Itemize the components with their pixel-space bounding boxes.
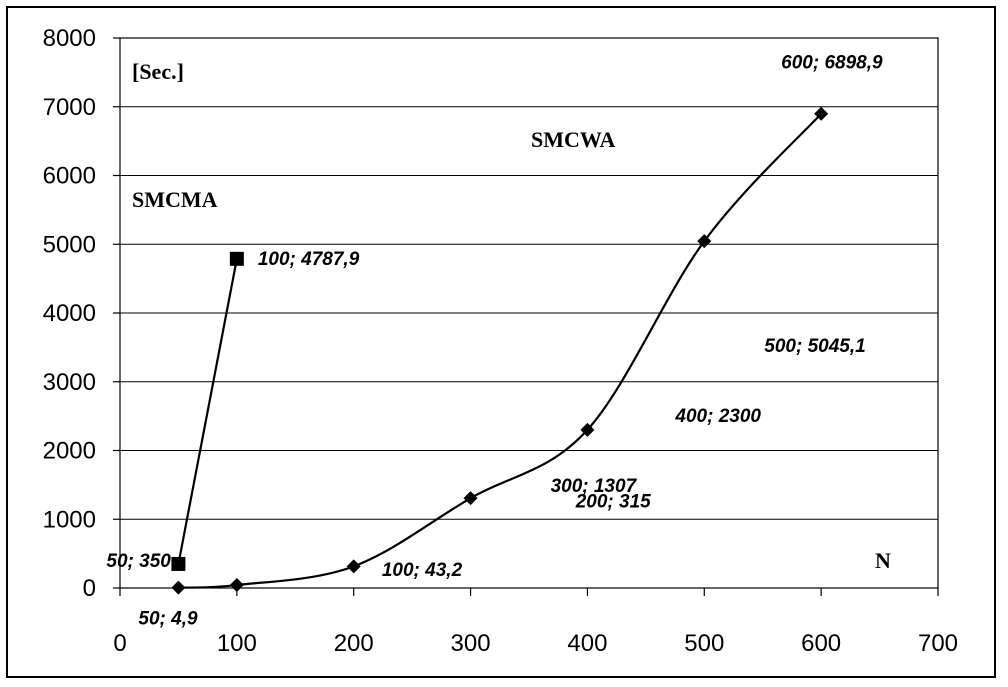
square-marker xyxy=(229,251,244,266)
data-label: 200; 315 xyxy=(575,491,651,512)
data-label: 100; 43,2 xyxy=(382,560,463,581)
y-tick-labels: 0 1000 2000 3000 4000 5000 6000 7000 8000 xyxy=(43,25,96,602)
y-tick-label: 3000 xyxy=(43,369,96,396)
diamond-marker xyxy=(229,578,244,593)
x-tick-label: 200 xyxy=(334,630,374,657)
series-lines xyxy=(177,112,822,589)
diamond-marker xyxy=(580,422,595,437)
data-label: 50; 4,9 xyxy=(138,609,198,630)
data-label: 400; 2300 xyxy=(674,406,761,427)
x-tick-labels: 0 100 200 300 400 500 600 700 xyxy=(113,630,958,657)
diamond-marker xyxy=(814,106,829,121)
x-tick-label: 600 xyxy=(801,630,841,657)
data-labels: 50; 350 100; 4787,9 50; 4,9 100; 43,2 200; 3… xyxy=(106,53,883,630)
diamond-marker xyxy=(463,491,478,506)
series-name-smcma: SMCMA xyxy=(132,187,218,212)
y-tick-label: 5000 xyxy=(43,231,96,258)
x-tick-label: 300 xyxy=(451,630,491,657)
data-label: 500; 5045,1 xyxy=(764,336,865,357)
data-label: 50; 350 xyxy=(106,551,171,572)
diamond-marker xyxy=(697,234,712,249)
diamond-marker xyxy=(346,559,361,574)
x-tick-label: 700 xyxy=(918,630,958,657)
x-axis-label: N xyxy=(875,548,891,573)
y-tick-label: 8000 xyxy=(43,25,96,52)
x-tick-label: 500 xyxy=(684,630,724,657)
x-tick-label: 0 xyxy=(113,630,126,657)
x-tick-label: 100 xyxy=(217,630,257,657)
chart-frame xyxy=(6,6,996,678)
data-label: 600; 6898,9 xyxy=(781,53,883,74)
y-axis-label: [Sec.] xyxy=(132,59,184,84)
data-label: 300; 1307 xyxy=(551,476,638,497)
y-tick-label: 0 xyxy=(83,575,96,602)
diamond-marker xyxy=(171,580,186,595)
x-tick-label: 400 xyxy=(567,630,607,657)
series-line-smcma xyxy=(177,258,238,565)
y-tick-label: 7000 xyxy=(43,94,96,121)
y-tick-label: 4000 xyxy=(43,300,96,327)
data-label: 100; 4787,9 xyxy=(258,249,360,270)
series-name-smcwa: SMCWA xyxy=(531,127,615,152)
series-line-smcwa xyxy=(178,112,822,589)
square-marker xyxy=(171,556,186,571)
y-tick-label: 1000 xyxy=(43,506,96,533)
y-tick-label: 2000 xyxy=(43,438,96,465)
y-tick-label: 6000 xyxy=(43,163,96,190)
series-markers xyxy=(171,106,829,595)
axes xyxy=(113,37,939,596)
